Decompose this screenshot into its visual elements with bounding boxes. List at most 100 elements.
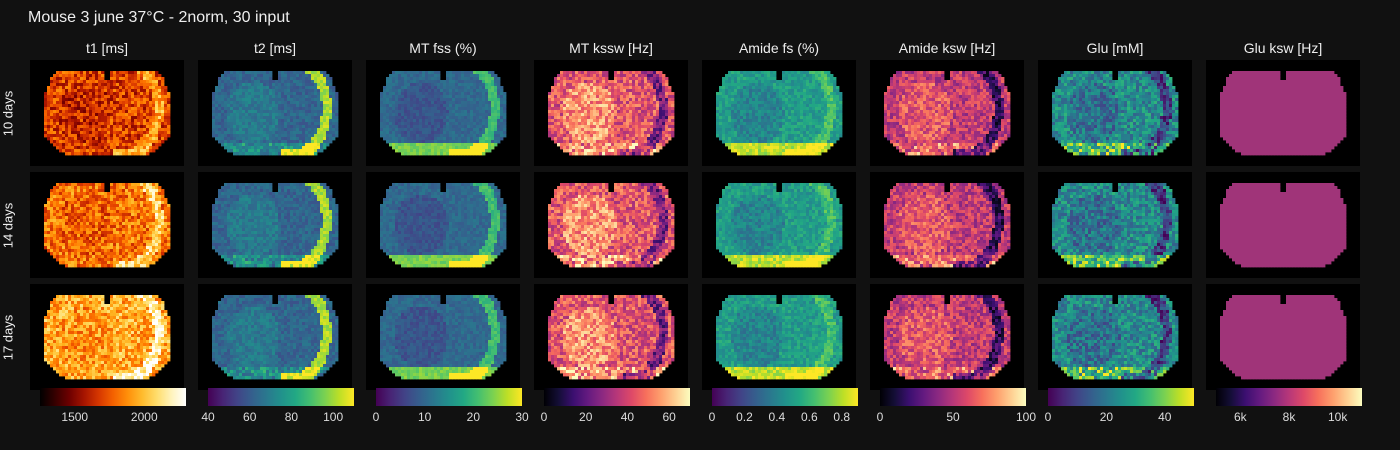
heatmap-cell: [113, 252, 117, 256]
heatmap-cell: [95, 195, 99, 199]
heatmap-cell: [302, 104, 306, 108]
heatmap-cell: [44, 116, 48, 120]
heatmap-cell: [224, 95, 228, 99]
heatmap-cell: [302, 186, 306, 190]
heatmap-cell: [92, 225, 96, 229]
heatmap-cell: [50, 310, 54, 314]
heatmap-cell: [92, 298, 96, 302]
heatmap-cell: [107, 125, 111, 129]
heatmap-cell: [311, 146, 315, 150]
heatmap-cell: [143, 295, 147, 299]
heatmap-cell: [98, 80, 102, 84]
heatmap-cell: [65, 80, 69, 84]
heatmap-cell: [272, 216, 276, 220]
heatmap-cell: [155, 361, 159, 365]
heatmap-cell: [89, 201, 93, 205]
heatmap-cell: [236, 134, 240, 138]
heatmap-cell: [161, 225, 165, 229]
heatmap-cell: [128, 334, 132, 338]
heatmap-cell: [245, 186, 249, 190]
heatmap-cell: [212, 92, 216, 96]
heatmap-cell: [320, 80, 324, 84]
heatmap-cell: [98, 364, 102, 368]
heatmap-cell: [50, 325, 54, 329]
heatmap-cell: [65, 213, 69, 217]
heatmap-cell: [95, 364, 99, 368]
heatmap-cell: [308, 128, 312, 132]
heatmap-cell: [86, 143, 90, 147]
heatmap-cell: [140, 222, 144, 226]
heatmap-cell: [131, 298, 135, 302]
heatmap-cell: [296, 152, 300, 156]
heatmap-cell: [89, 334, 93, 338]
heatmap-cell: [113, 110, 117, 114]
heatmap-cell: [263, 140, 267, 144]
heatmap-cell: [158, 243, 162, 247]
heatmap-cell: [122, 189, 126, 193]
heatmap-cell: [83, 349, 87, 353]
heatmap-cell: [278, 213, 282, 217]
heatmap-cell: [113, 143, 117, 147]
heatmap-cell: [134, 225, 138, 229]
heatmap-cell: [263, 219, 267, 223]
heatmap-cell: [116, 134, 120, 138]
heatmap-cell: [74, 216, 78, 220]
heatmap-cell: [149, 98, 153, 102]
heatmap-cell: [89, 228, 93, 232]
heatmap-cell: [95, 113, 99, 117]
heatmap-cell: [68, 101, 72, 105]
heatmap-cell: [161, 219, 165, 223]
heatmap-cell: [230, 119, 234, 123]
heatmap-cell: [104, 210, 108, 214]
heatmap-cell: [56, 346, 60, 350]
heatmap-cell: [119, 146, 123, 150]
heatmap-cell: [44, 204, 48, 208]
heatmap-cell: [107, 349, 111, 353]
heatmap-cell: [62, 373, 66, 377]
heatmap-cell: [308, 152, 312, 156]
heatmap-cell: [269, 146, 273, 150]
heatmap-cell: [257, 195, 261, 199]
heatmap-cell: [98, 322, 102, 326]
heatmap-cell: [50, 346, 54, 350]
heatmap-cell: [311, 113, 315, 117]
heatmap-cell: [242, 195, 246, 199]
heatmap-cell: [257, 116, 261, 120]
heatmap-cell: [125, 195, 129, 199]
heatmap-cell: [122, 243, 126, 247]
heatmap-cell: [311, 119, 315, 123]
heatmap-cell: [317, 134, 321, 138]
heatmap-cell: [149, 243, 153, 247]
heatmap-cell: [290, 152, 294, 156]
heatmap-cell: [98, 237, 102, 241]
heatmap-cell: [266, 131, 270, 135]
heatmap-cell: [74, 204, 78, 208]
heatmap-cell: [98, 298, 102, 302]
heatmap-cell: [320, 98, 324, 102]
heatmap-cell: [290, 186, 294, 190]
heatmap-cell: [122, 376, 126, 380]
heatmap-cell: [134, 337, 138, 341]
heatmap-cell: [134, 252, 138, 256]
heatmap-cell: [98, 376, 102, 380]
heatmap-cell: [56, 80, 60, 84]
heatmap-cell: [110, 301, 114, 305]
heatmap-cell: [101, 370, 105, 374]
heatmap-cell: [113, 301, 117, 305]
heatmap-cell: [89, 116, 93, 120]
heatmap-cell: [164, 98, 168, 102]
heatmap-cell: [164, 313, 168, 317]
heatmap-cell: [305, 186, 309, 190]
heatmap-cell: [50, 352, 54, 356]
heatmap-cell: [56, 337, 60, 341]
heatmap-cell: [68, 98, 72, 102]
heatmap-cell: [245, 113, 249, 117]
heatmap-cell: [86, 110, 90, 114]
heatmap-cell: [83, 116, 87, 120]
heatmap-cell: [95, 237, 99, 241]
heatmap-cell: [215, 137, 219, 141]
heatmap-cell: [104, 325, 108, 329]
heatmap-cell: [92, 222, 96, 226]
heatmap-cell: [146, 219, 150, 223]
heatmap-cell: [320, 198, 324, 202]
